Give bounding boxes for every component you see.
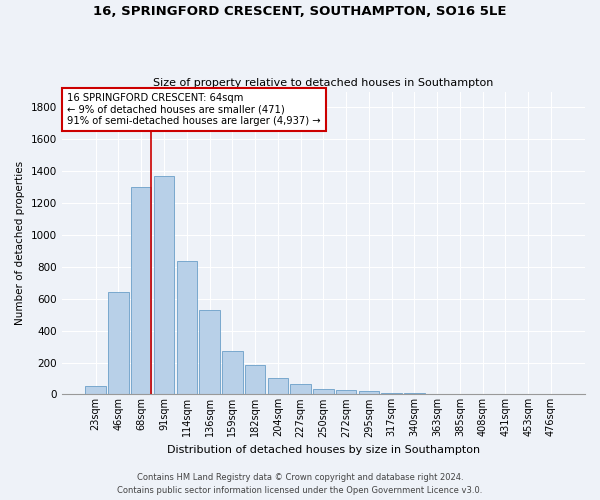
Bar [85,386,106,394]
Bar [176,260,197,394]
Text: Contains HM Land Registry data © Crown copyright and database right 2024.
Contai: Contains HM Land Registry data © Crown c… [118,474,482,495]
Bar [199,310,220,394]
Bar [359,391,379,394]
Title: Size of property relative to detached houses in Southampton: Size of property relative to detached ho… [153,78,494,88]
Bar [154,176,174,394]
Bar [290,384,311,394]
Bar [108,292,129,394]
X-axis label: Distribution of detached houses by size in Southampton: Distribution of detached houses by size … [167,445,480,455]
Bar [131,187,151,394]
Bar [245,365,265,394]
Text: 16 SPRINGFORD CRESCENT: 64sqm
← 9% of detached houses are smaller (471)
91% of s: 16 SPRINGFORD CRESCENT: 64sqm ← 9% of de… [67,93,320,126]
Bar [268,378,288,394]
Bar [313,389,334,394]
Bar [222,352,242,395]
Bar [382,393,402,394]
Bar [404,393,425,394]
Y-axis label: Number of detached properties: Number of detached properties [15,161,25,325]
Bar [336,390,356,394]
Text: 16, SPRINGFORD CRESCENT, SOUTHAMPTON, SO16 5LE: 16, SPRINGFORD CRESCENT, SOUTHAMPTON, SO… [93,5,507,18]
